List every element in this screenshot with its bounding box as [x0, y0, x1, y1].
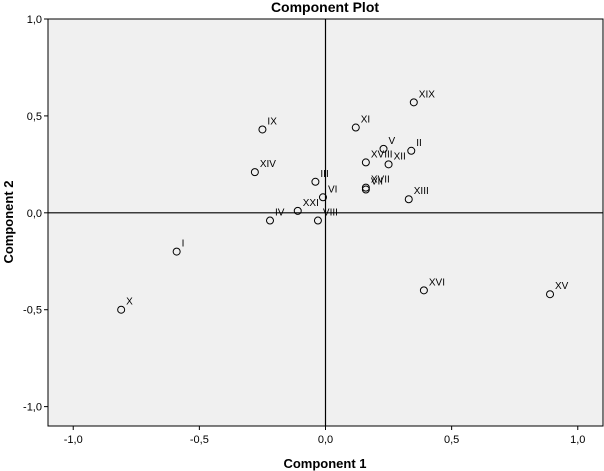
- data-point-label: III: [320, 169, 328, 180]
- data-point-label: XII: [394, 151, 406, 162]
- data-point: [311, 177, 320, 186]
- data-point: [351, 123, 360, 132]
- data-point-label: VII: [371, 177, 383, 188]
- y-tick-label: -0,5: [23, 305, 42, 317]
- data-point-label: XVIII: [371, 149, 393, 160]
- data-point: [384, 160, 393, 169]
- chart-title: Component Plot: [271, 0, 379, 15]
- y-tick-label: 0,0: [27, 208, 42, 220]
- data-point-label: XVII: [371, 175, 390, 186]
- data-point: [404, 195, 413, 204]
- scatter-points: IIIIIIIVVVIVIIVIIIIXXXIXIIXIIIXIVXVXVIXV…: [117, 89, 569, 314]
- data-point-label: XVI: [429, 277, 445, 288]
- data-point-label: V: [389, 136, 396, 147]
- data-point: [293, 206, 302, 215]
- data-point: [266, 216, 274, 225]
- data-point: [117, 305, 126, 314]
- data-point-label: IX: [267, 116, 277, 127]
- data-point-label: XIV: [260, 159, 276, 170]
- data-point-label: II: [416, 138, 422, 149]
- reference-lines: [48, 19, 603, 426]
- data-point: [250, 168, 259, 177]
- data-point: [379, 144, 388, 153]
- y-axis: -1,0 -0,5 0,0 0,5 1,0: [23, 14, 48, 414]
- data-point-label: XIII: [414, 186, 429, 197]
- x-axis: -1,0 -0,5 0,0 0,5 1,0: [64, 426, 585, 446]
- x-tick-label: 0,0: [318, 434, 333, 446]
- y-axis-title: Component 2: [1, 180, 16, 263]
- x-tick-label: 1,0: [570, 434, 585, 446]
- y-tick-label: 1,0: [27, 14, 42, 26]
- data-point-label: XXI: [303, 198, 319, 209]
- y-tick-label: -1,0: [23, 402, 42, 414]
- x-tick-label: -0,5: [190, 434, 209, 446]
- y-tick-label: 0,5: [27, 111, 42, 123]
- data-point: [361, 183, 370, 192]
- data-point-label: I: [182, 239, 185, 250]
- data-point-label: VI: [328, 184, 337, 195]
- data-point-label: XV: [555, 281, 569, 292]
- data-point: [318, 193, 327, 202]
- data-point: [409, 98, 418, 107]
- data-point: [407, 146, 416, 155]
- data-point: [361, 185, 370, 194]
- data-point: [361, 158, 370, 167]
- data-point: [258, 125, 267, 134]
- x-tick-label: -1,0: [64, 434, 83, 446]
- x-tick-label: 0,5: [444, 434, 459, 446]
- data-point: [546, 290, 555, 299]
- data-point: [172, 247, 181, 256]
- x-axis-title: Component 1: [283, 456, 366, 471]
- data-point-label: X: [126, 297, 133, 308]
- data-point-label: VIII: [323, 208, 338, 219]
- data-point: [419, 286, 428, 295]
- data-point: [313, 216, 322, 225]
- data-point-label: XIX: [419, 89, 435, 100]
- data-point-label: IV: [275, 208, 285, 219]
- data-point-label: XI: [361, 115, 370, 126]
